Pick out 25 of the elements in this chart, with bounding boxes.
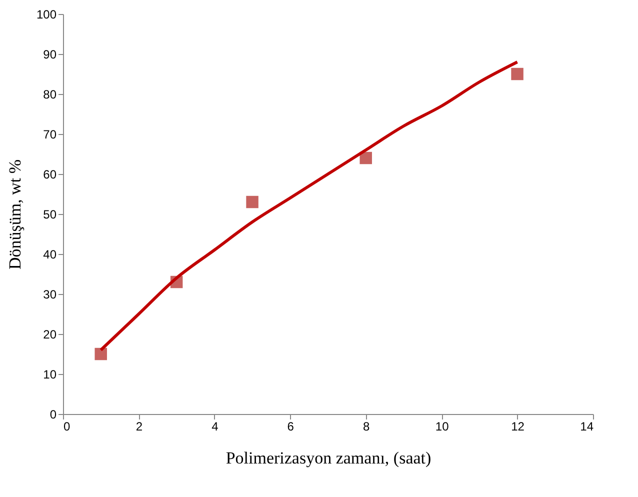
- y-tick-label: 30: [43, 288, 57, 302]
- point: [94, 348, 107, 360]
- y-tick-label: 20: [43, 328, 57, 342]
- y-tick-label: 90: [43, 48, 57, 62]
- point: [360, 152, 372, 164]
- point: [246, 196, 258, 208]
- y-tick-label: 80: [43, 88, 57, 102]
- x-tick-label: 8: [363, 420, 370, 434]
- x-tick-label: 2: [136, 420, 143, 434]
- y-tick-label: 70: [43, 128, 57, 142]
- x-tick-label: 0: [64, 420, 70, 434]
- y-tick-label: 10: [43, 368, 57, 382]
- x-tick-label: 14: [580, 420, 594, 434]
- x-tick-label: 12: [511, 420, 525, 434]
- y-tick-label: 100: [36, 8, 57, 22]
- y-tick-label: 0: [50, 408, 57, 422]
- x-tick-label: 10: [435, 420, 450, 434]
- point: [511, 68, 524, 80]
- y-tick-label: 40: [43, 248, 57, 262]
- x-tick-label: 4: [212, 420, 219, 434]
- y-tick-label: 60: [43, 168, 57, 182]
- x-axis-title: Polimerizasyon zamanı, (saat): [226, 448, 432, 468]
- y-axis-title: Dönüşüm, wt %: [5, 159, 24, 270]
- x-tick-label: 6: [287, 420, 294, 434]
- y-tick-label: 50: [43, 208, 57, 222]
